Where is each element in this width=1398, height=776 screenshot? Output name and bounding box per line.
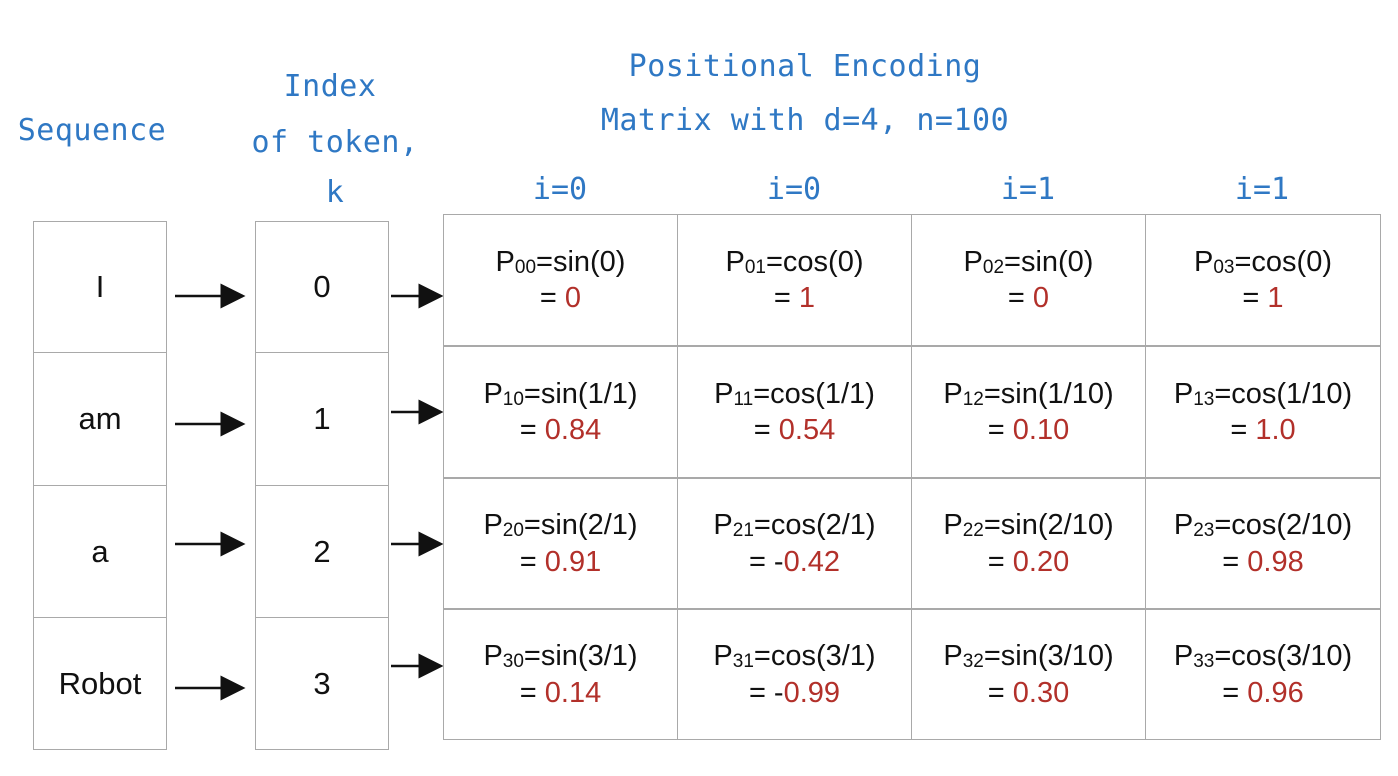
- index-header-line1: Index: [283, 69, 377, 104]
- matrix-cell: P32=sin(3/10) = 0.30: [911, 609, 1146, 740]
- matrix-cell: P12=sin(1/10) = 0.10: [911, 346, 1146, 478]
- cell-value: = 0.54: [753, 414, 836, 446]
- matrix-cell: P33=cos(3/10) = 0.96: [1145, 609, 1381, 740]
- cell-value: = 0.14: [519, 676, 602, 709]
- cell-value: = 0.20: [987, 545, 1070, 578]
- matrix-cell: P00=sin(0) = 0: [443, 214, 678, 346]
- cell-value: = 0.96: [1222, 676, 1304, 709]
- matrix-cell: P31=cos(3/1) = -0.99: [677, 609, 912, 740]
- matrix-cell: P22=sin(2/10) = 0.20: [911, 478, 1146, 609]
- token-index: 1: [255, 352, 389, 486]
- token-index: 2: [255, 485, 389, 618]
- column-label: i=1: [1234, 172, 1290, 207]
- matrix-cell: P02=sin(0) = 0: [911, 214, 1146, 346]
- matrix-cell: P30=sin(3/1) = 0.14: [443, 609, 678, 740]
- cell-value: = 0.98: [1222, 545, 1304, 578]
- cell-formula: P23=cos(2/10): [1173, 509, 1353, 542]
- matrix-cell: P03=cos(0) = 1: [1145, 214, 1381, 346]
- cell-formula: P30=sin(3/1): [483, 640, 638, 673]
- cell-formula: P02=sin(0): [963, 245, 1094, 278]
- cell-formula: P31=cos(3/1): [713, 640, 876, 673]
- matrix-cell: P10=sin(1/1) = 0.84: [443, 346, 678, 478]
- cell-value: = -0.42: [748, 545, 841, 578]
- sequence-token: I: [33, 221, 167, 353]
- column-label: i=0: [532, 172, 588, 207]
- sequence-token: Robot: [33, 617, 167, 750]
- cell-formula: P12=sin(1/10): [943, 377, 1114, 410]
- sequence-token: a: [33, 485, 167, 618]
- matrix-cell: P20=sin(2/1) = 0.91: [443, 478, 678, 609]
- index-header-line3: k: [325, 175, 345, 210]
- column-label: i=0: [766, 172, 822, 207]
- cell-formula: P22=sin(2/10): [943, 509, 1114, 542]
- cell-value: = 0: [1007, 282, 1050, 314]
- cell-formula: P13=cos(1/10): [1173, 377, 1353, 410]
- cell-formula: P00=sin(0): [495, 245, 626, 278]
- sequence-token: am: [33, 352, 167, 486]
- cell-value: = 0.10: [987, 414, 1070, 446]
- matrix-title-line1: Positional Encoding: [628, 49, 982, 84]
- cell-formula: P21=cos(2/1): [713, 509, 876, 542]
- matrix-cell: P13=cos(1/10) = 1.0: [1145, 346, 1381, 478]
- matrix-cell: P11=cos(1/1) = 0.54: [677, 346, 912, 478]
- column-label: i=1: [1000, 172, 1056, 207]
- cell-formula: P20=sin(2/1): [483, 509, 638, 542]
- cell-value: = 0.91: [519, 545, 602, 578]
- token-index: 0: [255, 221, 389, 353]
- cell-value: = 1.0: [1230, 414, 1296, 446]
- index-header-line2: of token,: [251, 125, 419, 160]
- matrix-cell: P21=cos(2/1) = -0.42: [677, 478, 912, 609]
- cell-value: = 0: [539, 282, 582, 314]
- cell-formula: P32=sin(3/10): [943, 640, 1114, 673]
- cell-formula: P10=sin(1/1): [483, 377, 638, 410]
- matrix-cell: P23=cos(2/10) = 0.98: [1145, 478, 1381, 609]
- cell-value: = 1: [773, 282, 816, 314]
- cell-value: = -0.99: [748, 676, 841, 709]
- cell-formula: P03=cos(0): [1194, 245, 1332, 278]
- sequence-header: Sequence: [17, 113, 167, 148]
- cell-value: = 1: [1242, 282, 1284, 314]
- cell-formula: P01=cos(0): [725, 245, 864, 278]
- token-index: 3: [255, 617, 389, 750]
- matrix-title-line2: Matrix with d=4, n=100: [600, 103, 1010, 138]
- matrix-cell: P01=cos(0) = 1: [677, 214, 912, 346]
- cell-formula: P33=cos(3/10): [1173, 640, 1353, 673]
- cell-formula: P11=cos(1/1): [714, 377, 875, 410]
- cell-value: = 0.84: [519, 414, 602, 446]
- cell-value: = 0.30: [987, 676, 1070, 709]
